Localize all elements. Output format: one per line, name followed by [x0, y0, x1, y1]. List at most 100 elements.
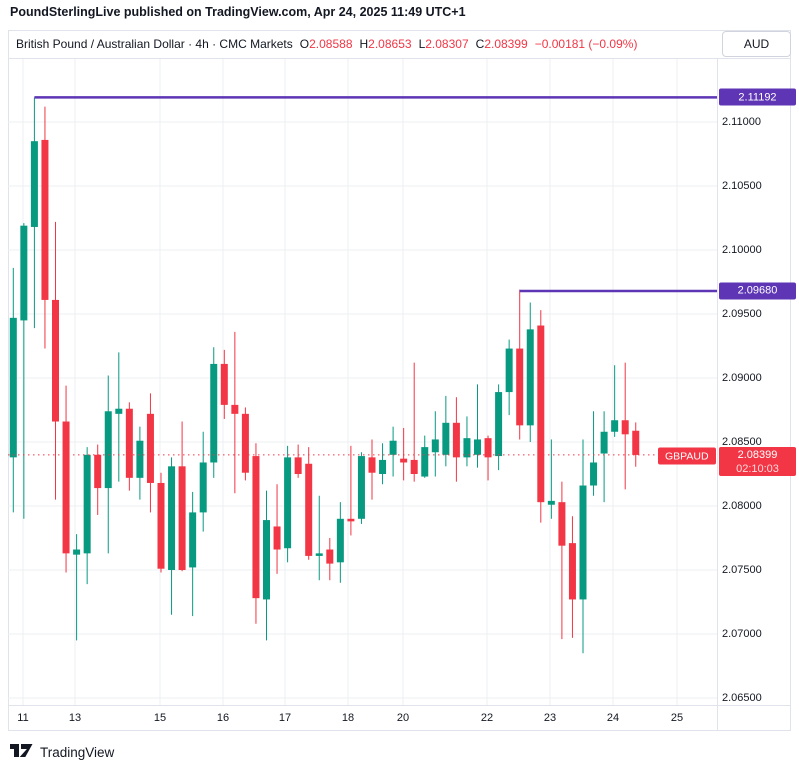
candle-body — [284, 457, 292, 549]
tradingview-logo-text: TradingView — [40, 744, 115, 760]
candle-body — [505, 348, 513, 393]
candle-body — [52, 299, 59, 422]
candle-body — [558, 502, 566, 546]
bar-countdown: 02:10:03 — [736, 462, 779, 475]
price-axis-label: 2.09000 — [722, 372, 762, 384]
candle-body — [73, 549, 81, 555]
candle-body — [410, 459, 418, 474]
candle-body — [611, 420, 619, 432]
candle-body — [30, 141, 38, 227]
price-axis-label: 2.08500 — [722, 436, 762, 448]
candle-body — [621, 420, 629, 435]
candle-body — [379, 459, 387, 474]
price-axis-label: 2.06500 — [722, 692, 762, 704]
candle-body — [199, 462, 207, 513]
candle-body — [326, 549, 334, 564]
ohlc-letter-H: H — [359, 37, 369, 51]
candle-body — [94, 454, 102, 489]
candle-body — [495, 392, 503, 457]
last-price-symbol-flag: GBPAUD — [658, 447, 716, 465]
candle-body — [484, 438, 492, 458]
time-axis-label: 24 — [606, 712, 620, 724]
candle-body — [526, 329, 534, 426]
candle-body — [474, 439, 481, 455]
last-price-value: 2.08399 — [737, 448, 778, 461]
ray-price-label-1: 2.11192 — [719, 88, 796, 106]
price-axis-label: 2.10000 — [722, 244, 762, 256]
time-axis-label: 16 — [216, 712, 230, 724]
ohlc-letter-O: O — [299, 37, 310, 51]
candle-body — [146, 413, 154, 483]
attribution-text: PoundSterlingLive published on TradingVi… — [10, 5, 466, 19]
candle-body — [157, 482, 165, 569]
candle-body — [442, 422, 450, 455]
candle-body — [315, 553, 323, 556]
candle-body — [547, 500, 555, 505]
candle-body — [452, 422, 460, 458]
candle-body — [231, 404, 239, 414]
candle-body — [368, 457, 376, 473]
chart-card — [8, 30, 791, 731]
ohlc-value-C: 2.08399 — [484, 37, 528, 51]
candle-body — [104, 411, 112, 489]
tradingview-logo-link[interactable]: TradingView — [10, 744, 114, 760]
candle-body — [9, 317, 17, 458]
candle-body — [83, 454, 91, 554]
ohlc-letter-C: C — [475, 37, 485, 51]
candle-body — [241, 413, 249, 473]
time-axis-label: 15 — [153, 712, 167, 724]
time-scale-border — [8, 705, 791, 706]
pane-top-border — [8, 58, 791, 59]
candle-body — [389, 440, 397, 455]
time-axis-label: 23 — [543, 712, 557, 724]
price-axis-label: 2.09500 — [722, 308, 762, 320]
candle-body — [463, 438, 471, 458]
time-axis-label: 13 — [68, 712, 82, 724]
candle-body — [189, 512, 197, 568]
candle-body — [632, 430, 640, 455]
candle-body — [516, 348, 524, 426]
price-scale-border — [717, 58, 718, 731]
candle-body — [357, 456, 365, 519]
candle-body — [590, 462, 598, 486]
candle-body — [336, 518, 344, 563]
candle-body — [347, 518, 355, 522]
candle-body — [62, 421, 70, 554]
price-axis-label: 2.07500 — [722, 564, 762, 576]
currency-unit-button[interactable]: AUD — [722, 31, 791, 57]
candle-body — [136, 440, 144, 478]
symbol-description[interactable]: British Pound / Australian Dollar · 4h ·… — [16, 37, 293, 51]
candle-body — [210, 363, 218, 463]
price-axis-label: 2.07000 — [722, 628, 762, 640]
candle-body — [252, 456, 260, 599]
chart-legend[interactable]: British Pound / Australian Dollar · 4h ·… — [16, 37, 637, 51]
candle-body — [220, 363, 228, 405]
candle-body — [537, 325, 545, 503]
change-value: −0.00181 (−0.09%) — [534, 37, 638, 51]
tradingview-logo-icon — [10, 744, 33, 757]
candle-body — [115, 408, 123, 414]
candle-body — [431, 439, 439, 453]
candle-body — [273, 526, 281, 550]
ray-price-label-2: 2.09680 — [719, 282, 796, 300]
candle-body — [294, 457, 302, 474]
candle-body — [20, 225, 28, 321]
price-axis-label: 2.11000 — [722, 116, 761, 128]
candle-body — [178, 466, 186, 570]
ohlc-values: O2.08588 H2.08653 L2.08307 C2.08399 — [293, 37, 528, 51]
candle-body — [400, 458, 408, 463]
candle-body — [41, 139, 49, 300]
candle-body — [125, 408, 133, 478]
time-axis-label: 22 — [480, 712, 494, 724]
price-axis-label: 2.10500 — [722, 180, 762, 192]
candle-body — [263, 520, 270, 600]
candle-body — [168, 466, 176, 570]
ohlc-value-O: 2.08588 — [309, 37, 353, 51]
price-axis-label: 2.08000 — [722, 500, 762, 512]
ohlc-letter-L: L — [418, 37, 426, 51]
time-axis-label: 20 — [396, 712, 410, 724]
time-axis-label: 25 — [670, 712, 684, 724]
ohlc-value-L: 2.08307 — [425, 37, 469, 51]
